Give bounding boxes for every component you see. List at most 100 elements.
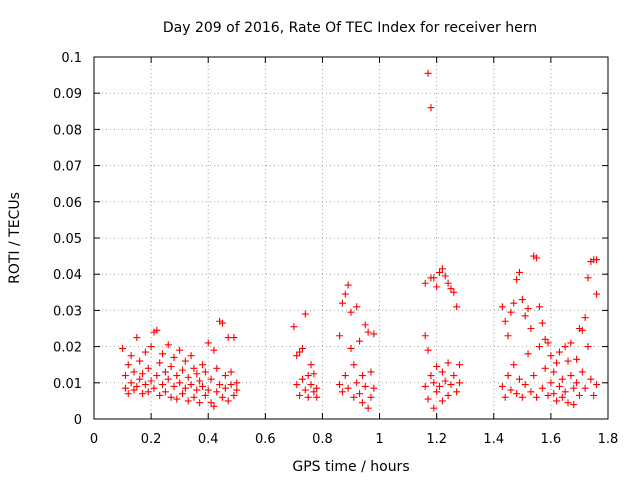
data-point	[153, 372, 161, 380]
data-point	[219, 393, 226, 401]
data-point	[336, 381, 344, 389]
data-point	[230, 334, 238, 342]
data-point	[533, 254, 541, 262]
data-point	[538, 319, 546, 327]
data-point	[196, 377, 204, 385]
data-point	[453, 388, 461, 396]
data-point	[436, 382, 444, 390]
data-point	[301, 386, 309, 394]
data-point	[350, 393, 358, 401]
data-point	[444, 279, 452, 287]
data-point	[584, 274, 592, 282]
data-point	[421, 332, 429, 340]
data-point	[358, 399, 366, 407]
data-point	[450, 372, 458, 380]
data-point	[121, 384, 129, 392]
y-tick-label: 0.03	[53, 304, 82, 319]
data-point	[127, 352, 135, 360]
data-point	[367, 368, 375, 376]
data-point	[133, 382, 141, 390]
data-point	[193, 370, 201, 378]
data-point	[204, 339, 212, 347]
data-point	[573, 355, 581, 363]
data-point	[370, 330, 378, 338]
data-point	[361, 321, 369, 329]
data-point	[447, 381, 455, 389]
y-tick-label: 0.04	[53, 268, 82, 283]
data-point	[150, 384, 158, 392]
data-point	[453, 303, 461, 311]
data-point	[296, 348, 304, 356]
data-point	[535, 303, 543, 311]
data-point	[144, 388, 152, 396]
data-point	[441, 272, 449, 280]
data-point	[298, 344, 306, 352]
data-point	[573, 379, 581, 387]
data-point	[130, 386, 138, 394]
data-point	[307, 381, 315, 389]
data-point	[210, 346, 218, 354]
data-point	[433, 363, 441, 371]
data-point	[136, 375, 144, 383]
y-tick-label: 0.08	[53, 123, 82, 138]
chart-title: Day 209 of 2016, Rate Of TEC Index for r…	[163, 20, 537, 36]
data-point	[507, 308, 515, 316]
data-point	[541, 335, 549, 343]
data-point	[344, 281, 352, 289]
x-tick-label: 1	[375, 432, 383, 447]
data-point	[304, 372, 312, 380]
data-point	[578, 326, 586, 334]
data-point	[167, 363, 175, 371]
data-point	[421, 382, 429, 390]
data-point	[196, 399, 204, 407]
data-point	[181, 384, 189, 392]
data-point	[527, 325, 535, 332]
data-point	[353, 303, 361, 311]
data-point	[564, 399, 572, 407]
data-point	[181, 357, 189, 365]
data-point	[139, 390, 147, 398]
data-point	[227, 368, 235, 376]
data-point	[221, 372, 229, 380]
data-point	[558, 375, 566, 383]
data-point	[350, 361, 358, 369]
data-point	[213, 364, 221, 372]
data-point	[510, 299, 518, 307]
data-point	[161, 388, 169, 396]
data-point	[190, 364, 198, 372]
data-point	[584, 343, 592, 351]
data-point	[290, 323, 298, 331]
y-tick-label: 0	[74, 413, 82, 428]
data-point	[147, 343, 155, 351]
data-point	[310, 388, 318, 396]
data-point	[444, 391, 452, 399]
data-point	[227, 381, 235, 389]
data-point	[187, 381, 195, 389]
data-point	[219, 319, 226, 327]
data-point	[430, 379, 438, 387]
data-point	[527, 388, 535, 396]
data-point	[427, 104, 435, 112]
data-point	[173, 372, 181, 380]
data-point	[336, 332, 344, 340]
data-point	[436, 268, 444, 276]
data-point	[515, 268, 523, 276]
data-point	[358, 372, 366, 380]
data-point	[544, 339, 552, 347]
data-point	[338, 388, 346, 396]
data-point	[421, 279, 429, 287]
data-points	[119, 69, 601, 412]
data-point	[561, 343, 569, 351]
y-tick-label: 0.09	[53, 87, 82, 102]
x-tick-label: 0.4	[198, 432, 219, 447]
data-point	[119, 344, 127, 352]
data-point	[207, 399, 215, 407]
data-point	[141, 348, 149, 356]
data-point	[515, 375, 523, 383]
data-point	[507, 386, 515, 394]
x-tick-label: 1.4	[483, 432, 504, 447]
data-point	[156, 391, 164, 399]
data-point	[187, 352, 195, 360]
data-point	[498, 303, 506, 311]
data-point	[204, 386, 212, 394]
